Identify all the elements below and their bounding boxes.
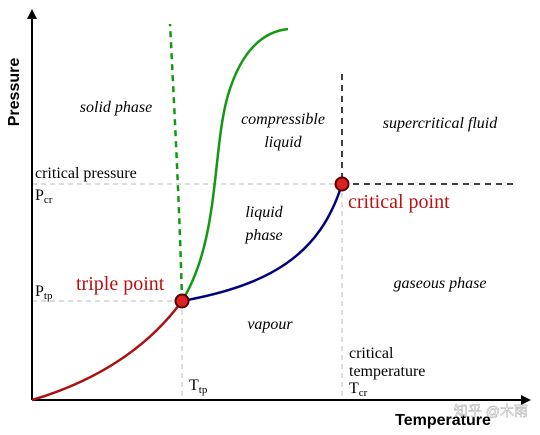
p-cr-sub: cr: [44, 194, 53, 206]
region-liquid-2: phase: [244, 227, 282, 244]
region-compressible-2: liquid: [264, 134, 302, 151]
region-vapour: vapour: [247, 316, 293, 333]
t-tp-main: T: [189, 377, 199, 394]
x-axis-title: Temperature: [395, 412, 491, 429]
region-gaseous: gaseous phase: [394, 275, 487, 292]
y-axis-title: Pressure: [6, 58, 23, 127]
region-supercritical: supercritical fluid: [383, 115, 499, 132]
t-tp-sub: tp: [199, 384, 208, 396]
p-tp-label: Ptp: [35, 283, 53, 302]
critical-point-marker: [334, 176, 350, 192]
fusion-curve: [180, 27, 289, 302]
watermark: 知乎 @木雨: [454, 403, 528, 419]
axes: [27, 9, 531, 405]
guide-lines: [32, 183, 343, 400]
critical-temp-label-2: temperature: [349, 363, 425, 380]
vaporization-curve: [181, 183, 344, 303]
region-solid: solid phase: [80, 99, 152, 116]
triple-point-label: triple point: [76, 273, 165, 295]
critical-point-label: critical point: [348, 191, 450, 213]
anomalous-fusion-curve-dashed: [168, 23, 184, 302]
p-cr-label: Pcr: [35, 187, 53, 206]
p-tp-sub: tp: [44, 290, 53, 302]
t-cr-sub: cr: [359, 387, 368, 399]
p-cr-main: P: [35, 187, 44, 204]
sublimation-curve: [31, 300, 184, 402]
critical-pressure-label: critical pressure: [35, 165, 137, 182]
critical-temp-label-1: critical: [349, 345, 394, 362]
region-liquid-1: liquid: [245, 204, 283, 221]
supercritical-boundaries: [341, 74, 518, 185]
triple-point-marker: [174, 293, 190, 309]
t-cr-label: Tcr: [349, 380, 368, 399]
t-tp-label: Ttp: [189, 377, 208, 396]
p-tp-main: P: [35, 283, 44, 300]
t-cr-main: T: [349, 380, 359, 397]
region-compressible-1: compressible: [241, 111, 325, 128]
